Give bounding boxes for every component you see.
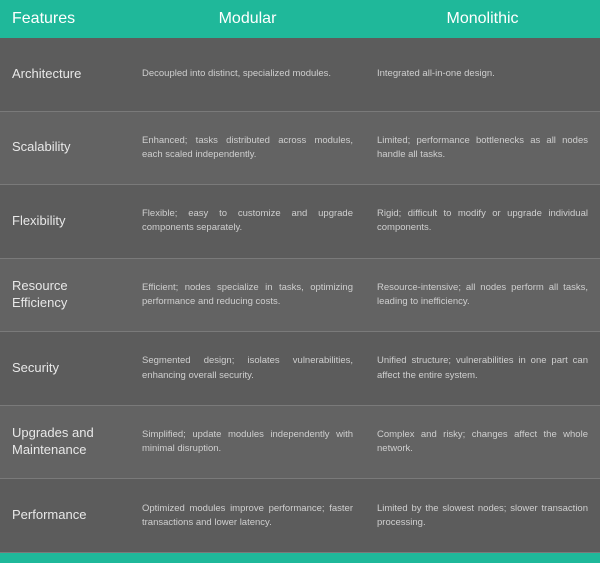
feature-label: Flexibility [0, 213, 130, 230]
table-row: Scalability Enhanced; tasks distributed … [0, 112, 600, 186]
modular-cell: Decoupled into distinct, specialized mod… [130, 67, 365, 81]
table-row: Architecture Decoupled into distinct, sp… [0, 38, 600, 112]
modular-cell: Simplified; update modules independently… [130, 428, 365, 457]
table-body: Architecture Decoupled into distinct, sp… [0, 38, 600, 553]
comparison-table: Features Modular Monolithic Architecture… [0, 0, 600, 563]
modular-cell: Efficient; nodes specialize in tasks, op… [130, 281, 365, 310]
footer-accent-bar [0, 553, 600, 563]
monolithic-cell: Resource-intensive; all nodes perform al… [365, 281, 600, 310]
modular-cell: Segmented design; isolates vulnerabiliti… [130, 354, 365, 383]
table-row: Flexibility Flexible; easy to customize … [0, 185, 600, 259]
monolithic-cell: Rigid; difficult to modify or upgrade in… [365, 207, 600, 236]
monolithic-cell: Limited by the slowest nodes; slower tra… [365, 502, 600, 531]
modular-cell: Enhanced; tasks distributed across modul… [130, 134, 365, 163]
header-modular: Modular [130, 10, 365, 28]
feature-label: Security [0, 360, 130, 377]
table-header-row: Features Modular Monolithic [0, 0, 600, 38]
table-row: Performance Optimized modules improve pe… [0, 479, 600, 553]
feature-label: Upgrades and Maintenance [0, 425, 130, 459]
monolithic-cell: Complex and risky; changes affect the wh… [365, 428, 600, 457]
monolithic-cell: Integrated all-in-one design. [365, 67, 600, 81]
feature-label: Architecture [0, 66, 130, 83]
table-row: Upgrades and Maintenance Simplified; upd… [0, 406, 600, 480]
monolithic-cell: Limited; performance bottlenecks as all … [365, 134, 600, 163]
table-row: Security Segmented design; isolates vuln… [0, 332, 600, 406]
feature-label: Scalability [0, 139, 130, 156]
feature-label: Performance [0, 507, 130, 524]
modular-cell: Optimized modules improve performance; f… [130, 502, 365, 531]
header-features: Features [0, 10, 130, 28]
table-row: Resource Efficiency Efficient; nodes spe… [0, 259, 600, 333]
header-monolithic: Monolithic [365, 10, 600, 28]
modular-cell: Flexible; easy to customize and upgrade … [130, 207, 365, 236]
feature-label: Resource Efficiency [0, 278, 130, 312]
monolithic-cell: Unified structure; vulnerabilities in on… [365, 354, 600, 383]
